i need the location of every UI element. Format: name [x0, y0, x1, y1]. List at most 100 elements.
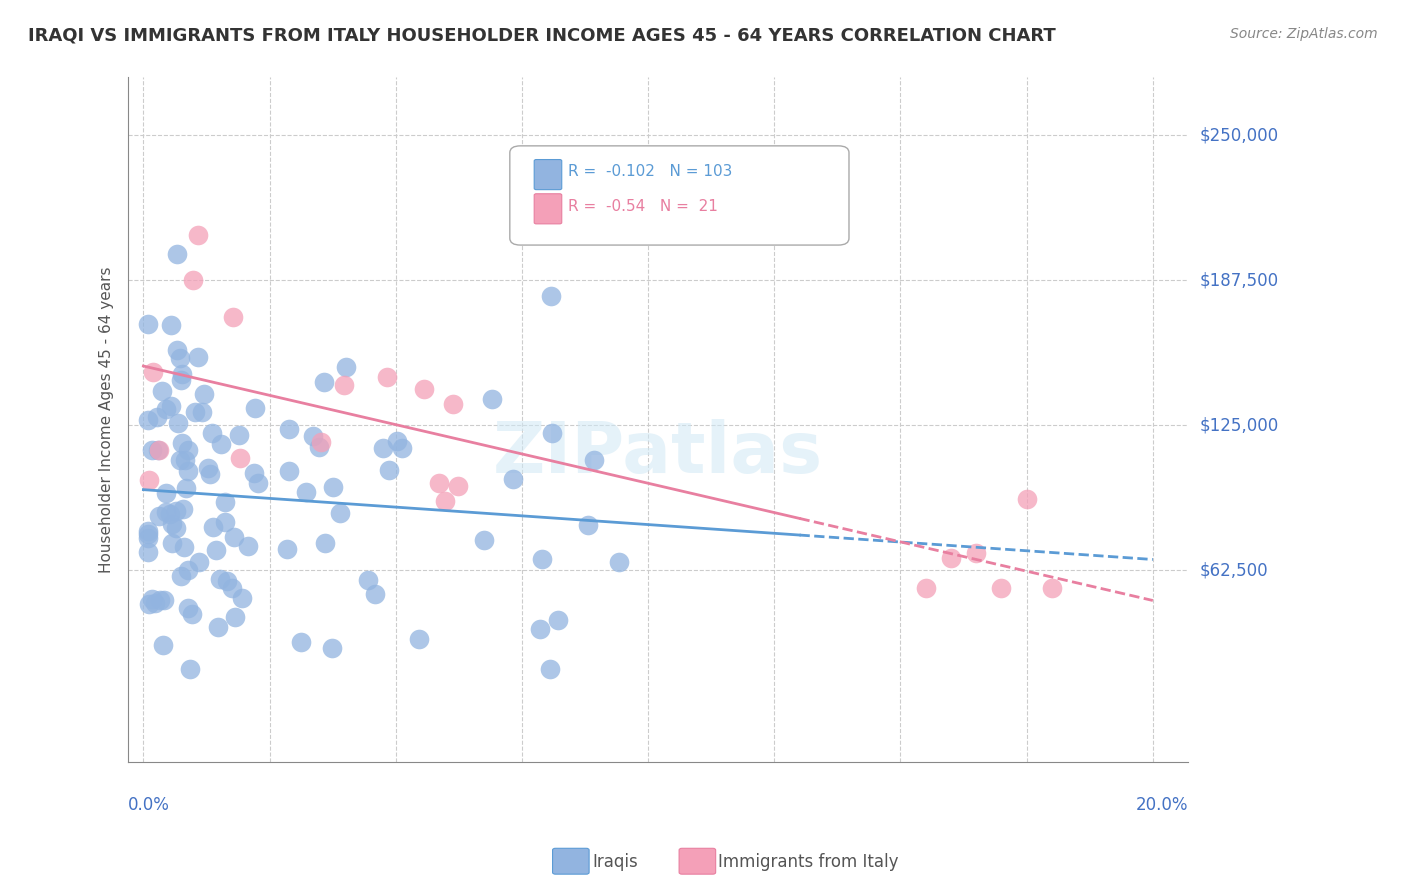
Point: [429, 475, 451, 490]
Point: [446, 479, 468, 493]
Point: [224, 609, 246, 624]
Point: [166, 343, 188, 357]
Point: [502, 471, 524, 485]
Y-axis label: Householder Income Ages 45 - 64 years: Householder Income Ages 45 - 64 years: [100, 267, 114, 573]
Point: [200, 467, 222, 482]
Point: [177, 600, 200, 615]
Point: [174, 453, 197, 467]
Point: [939, 551, 962, 566]
Point: [170, 373, 193, 387]
Point: [308, 440, 330, 454]
Point: [173, 541, 195, 555]
Point: [169, 568, 191, 582]
Point: [221, 581, 243, 595]
Point: [990, 581, 1012, 595]
Point: [155, 485, 177, 500]
Point: [138, 413, 160, 427]
Point: [138, 545, 160, 559]
Point: [160, 536, 183, 550]
Point: [391, 441, 413, 455]
Point: [167, 416, 190, 430]
Point: [149, 592, 172, 607]
Point: [138, 526, 160, 541]
Point: [174, 481, 197, 495]
Point: [152, 638, 174, 652]
Point: [529, 622, 551, 636]
Text: $250,000: $250,000: [1199, 127, 1278, 145]
Point: [309, 435, 332, 450]
Text: R =  -0.102   N = 103: R = -0.102 N = 103: [568, 164, 733, 179]
Text: IRAQI VS IMMIGRANTS FROM ITALY HOUSEHOLDER INCOME AGES 45 - 64 YEARS CORRELATION: IRAQI VS IMMIGRANTS FROM ITALY HOUSEHOLD…: [28, 27, 1056, 45]
Point: [181, 272, 204, 286]
Text: Immigrants from Italy: Immigrants from Italy: [718, 853, 898, 871]
Point: [373, 441, 395, 455]
Point: [333, 377, 356, 392]
Point: [229, 451, 252, 466]
Text: ZIPatlas: ZIPatlas: [494, 419, 824, 488]
Text: $62,500: $62,500: [1199, 561, 1268, 579]
Point: [165, 504, 187, 518]
Point: [162, 516, 184, 531]
Point: [141, 592, 163, 607]
Point: [207, 620, 229, 634]
Point: [169, 452, 191, 467]
Point: [314, 376, 336, 390]
Point: [547, 613, 569, 627]
Point: [443, 397, 465, 411]
Point: [377, 370, 399, 384]
Point: [322, 480, 344, 494]
Text: R =  -0.54   N =  21: R = -0.54 N = 21: [568, 199, 718, 213]
Point: [159, 507, 181, 521]
Point: [314, 535, 336, 549]
Point: [385, 434, 408, 448]
Point: [914, 581, 936, 595]
Point: [607, 555, 630, 569]
Point: [231, 591, 253, 606]
FancyBboxPatch shape: [510, 146, 849, 245]
Point: [142, 366, 165, 380]
Point: [204, 542, 226, 557]
Point: [146, 409, 169, 424]
Point: [160, 399, 183, 413]
Point: [155, 505, 177, 519]
FancyBboxPatch shape: [534, 160, 562, 190]
Point: [172, 435, 194, 450]
Point: [166, 247, 188, 261]
Point: [148, 509, 170, 524]
Point: [217, 574, 239, 588]
Point: [294, 485, 316, 500]
Point: [214, 495, 236, 509]
Point: [191, 405, 214, 419]
Text: Iraqis: Iraqis: [592, 853, 638, 871]
Point: [434, 494, 457, 508]
Point: [242, 467, 264, 481]
Point: [138, 524, 160, 539]
Point: [209, 437, 232, 451]
Point: [165, 521, 187, 535]
Point: [541, 426, 564, 441]
Point: [408, 632, 430, 646]
Point: [363, 587, 385, 601]
Point: [138, 597, 160, 611]
Point: [378, 462, 401, 476]
Point: [278, 464, 301, 478]
Text: Source: ZipAtlas.com: Source: ZipAtlas.com: [1230, 27, 1378, 41]
Point: [180, 607, 202, 621]
Point: [201, 520, 224, 534]
Point: [583, 453, 606, 467]
Point: [193, 386, 215, 401]
Point: [1040, 581, 1063, 595]
Point: [540, 662, 562, 676]
Point: [329, 506, 352, 520]
Point: [481, 392, 503, 406]
Point: [356, 574, 378, 588]
Point: [277, 421, 299, 435]
Point: [474, 533, 496, 548]
Point: [141, 443, 163, 458]
Point: [138, 317, 160, 331]
Point: [179, 662, 201, 676]
Point: [246, 475, 269, 490]
Point: [301, 429, 323, 443]
Point: [222, 310, 245, 325]
Text: 20.0%: 20.0%: [1136, 797, 1188, 814]
